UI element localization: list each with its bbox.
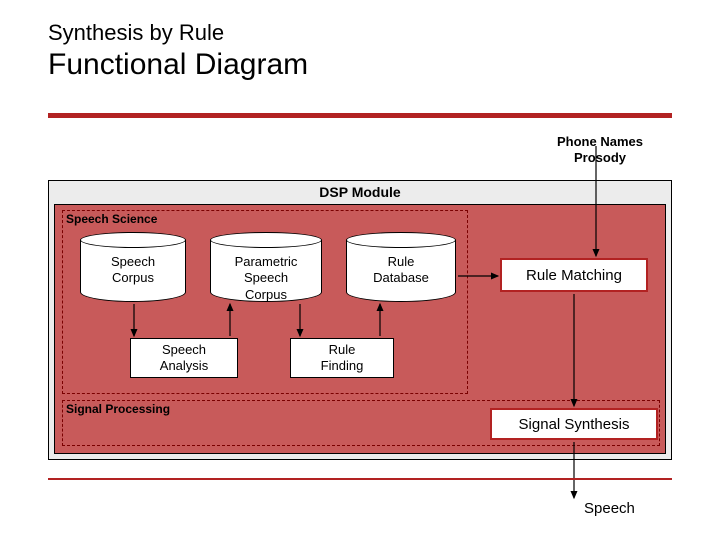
- input-label: Phone NamesProsody: [540, 134, 660, 165]
- cylinder-parametric-corpus: ParametricSpeechCorpus: [210, 232, 322, 302]
- title-underline: [48, 113, 672, 118]
- process-speech-analysis: SpeechAnalysis: [130, 338, 238, 378]
- cylinder-label: ParametricSpeechCorpus: [210, 254, 322, 303]
- title-line1: Synthesis by Rule: [48, 20, 680, 46]
- cylinder-rule-database: RuleDatabase: [346, 232, 456, 302]
- cylinder-label: SpeechCorpus: [80, 254, 186, 287]
- cylinder-label: RuleDatabase: [346, 254, 456, 287]
- signal-processing-label: Signal Processing: [66, 402, 170, 416]
- cylinder-speech-corpus: SpeechCorpus: [80, 232, 186, 302]
- output-box-signal-synthesis: Signal Synthesis: [490, 408, 658, 440]
- output-box-rule-matching: Rule Matching: [500, 258, 648, 292]
- title-line2: Functional Diagram: [48, 48, 680, 82]
- speech-science-label: Speech Science: [66, 212, 157, 226]
- output-label: Speech: [584, 500, 635, 517]
- process-rule-finding: RuleFinding: [290, 338, 394, 378]
- bottom-rule: [48, 478, 672, 480]
- dsp-module-header: DSP Module: [49, 181, 671, 203]
